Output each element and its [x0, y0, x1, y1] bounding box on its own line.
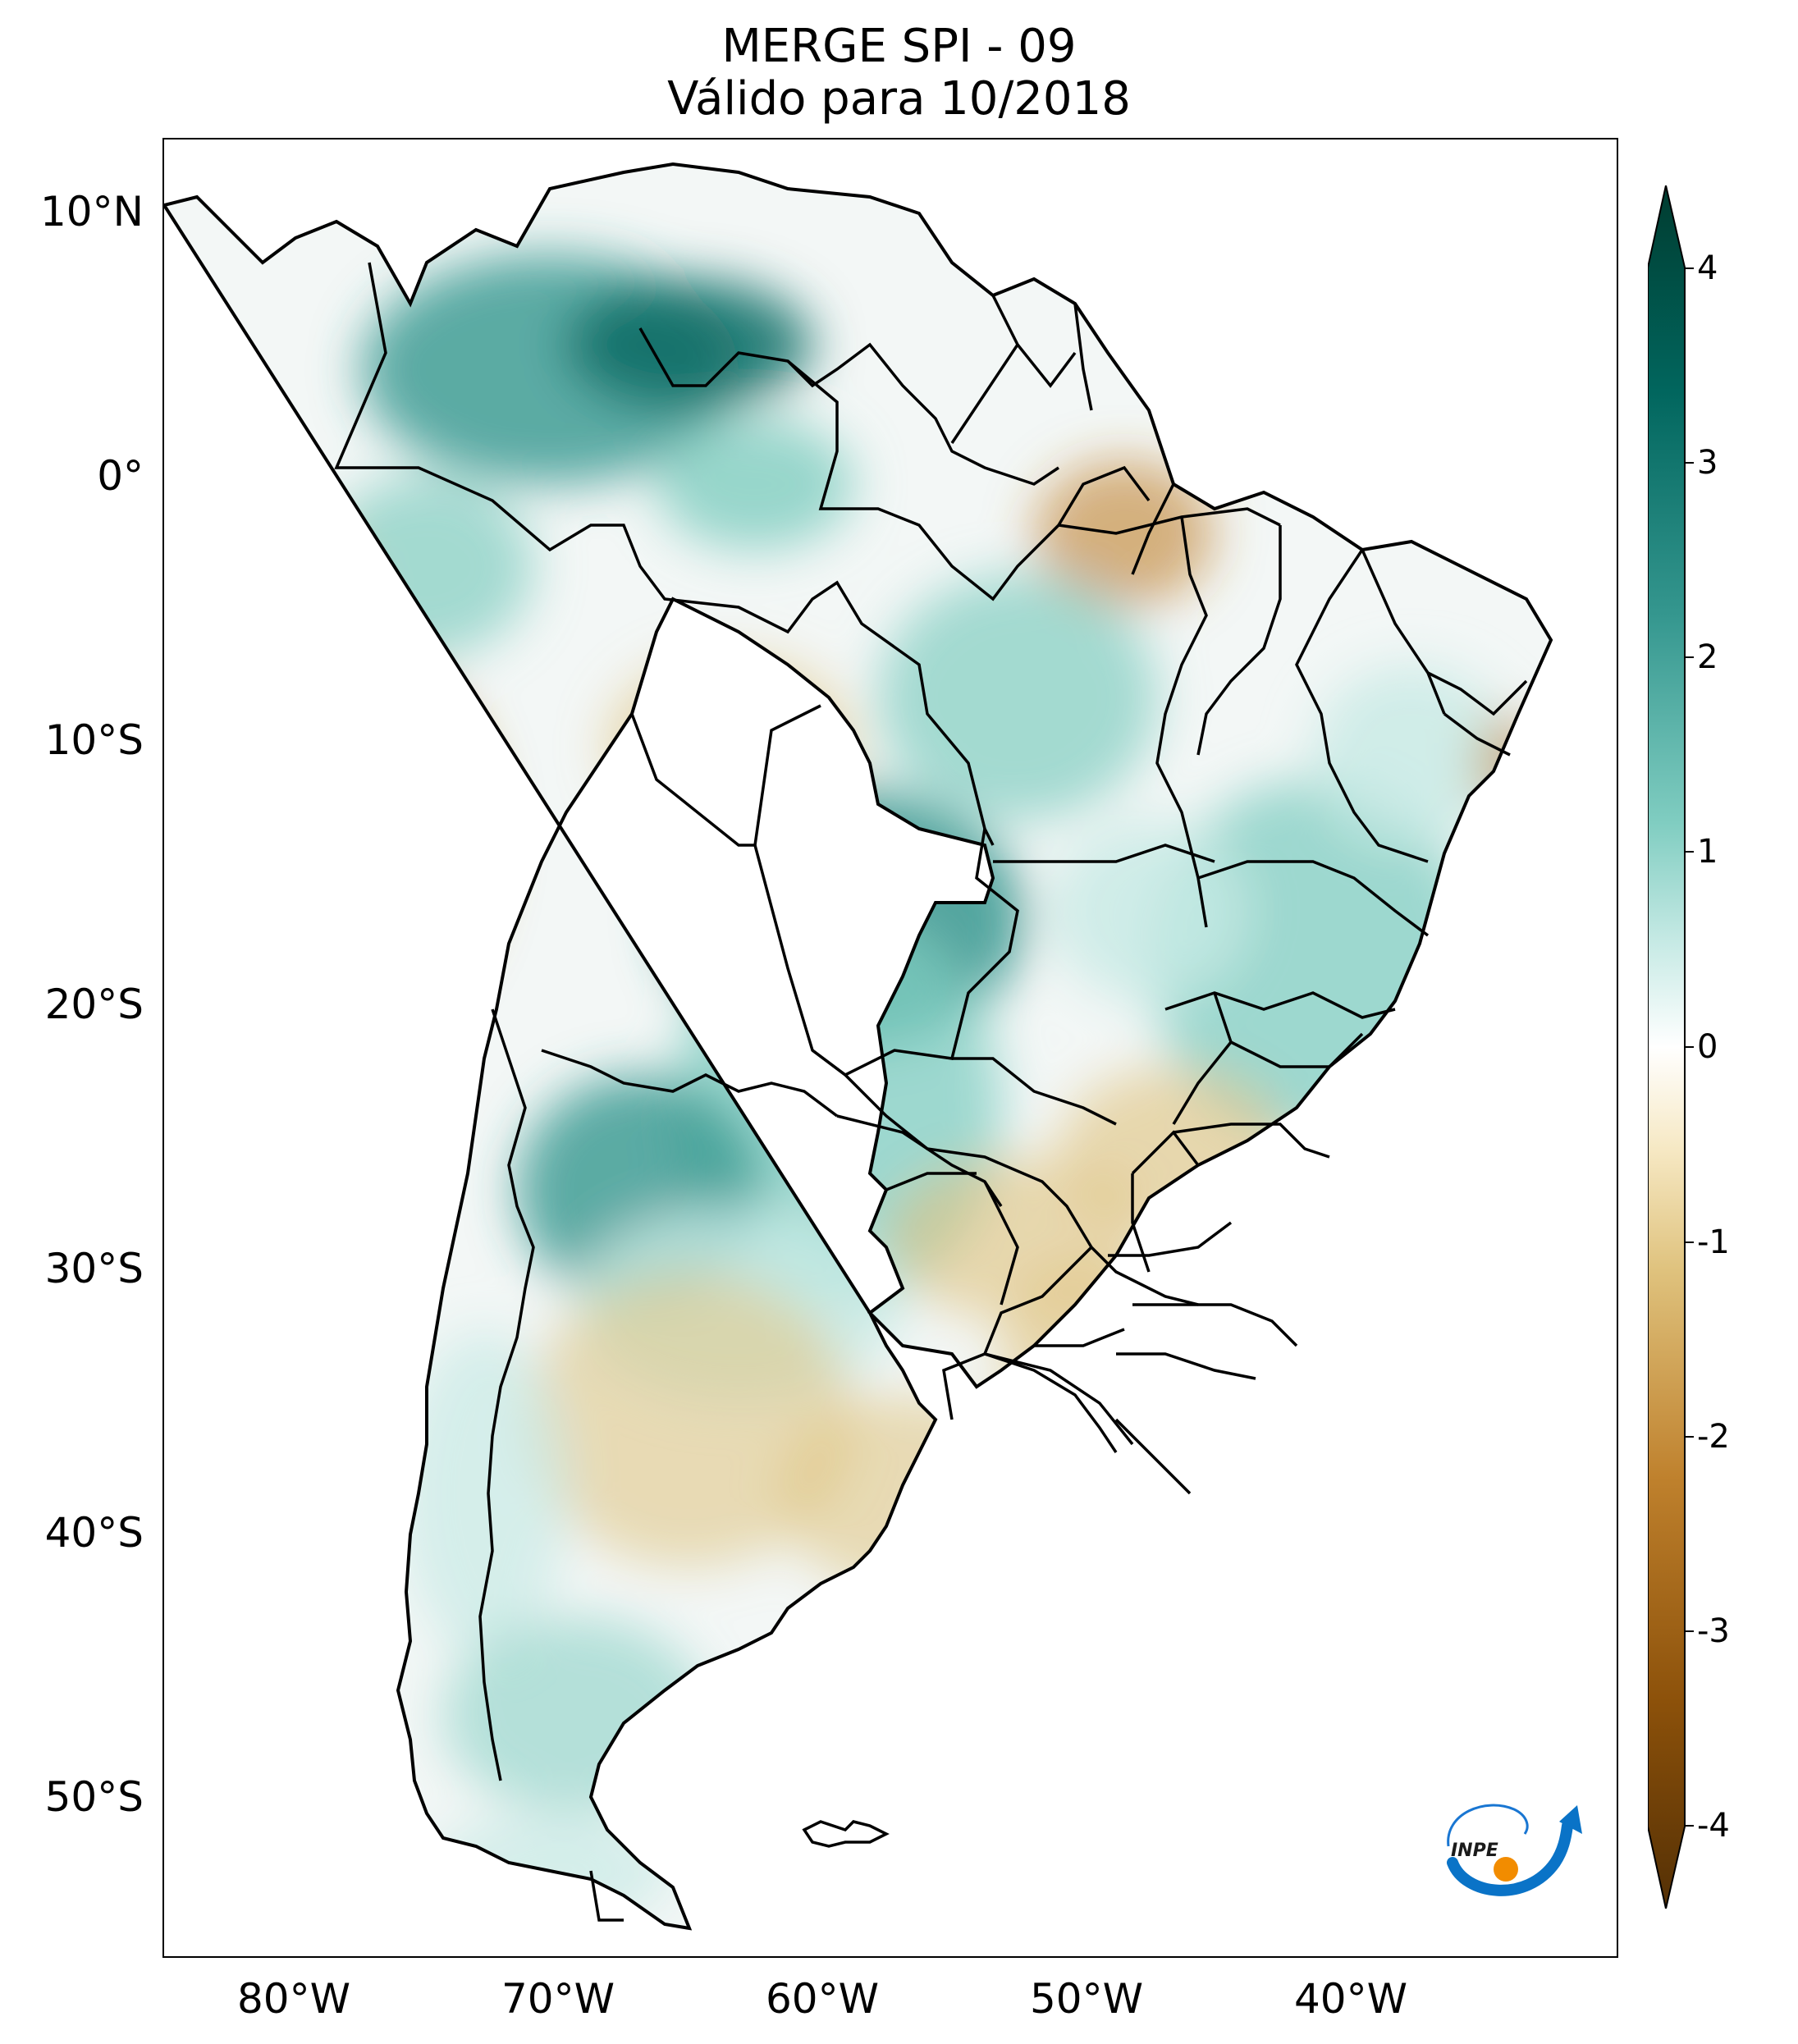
falkland-islands: [802, 1820, 890, 1848]
colorbar-tick-neg1: -1: [1697, 1223, 1730, 1261]
lat-label-0: 0°: [97, 452, 144, 500]
map-subtitle: Válido para 10/2018: [667, 72, 1131, 126]
lon-label-40w: 40°W: [1293, 1975, 1408, 2023]
colorbar-tick-4: 4: [1697, 249, 1718, 287]
map-canvas: [164, 162, 1553, 1930]
colorbar-tick-1: 1: [1697, 833, 1718, 871]
lat-label-20s: 20°S: [44, 981, 144, 1028]
colorbar-tick-0: 0: [1697, 1028, 1718, 1066]
lon-label-70w: 70°W: [501, 1975, 615, 2023]
map-area: [162, 138, 1618, 1958]
lat-label-10n: 10°N: [39, 188, 144, 235]
lat-label-50s: 50°S: [44, 1773, 144, 1821]
colorbar-tick-neg3: -3: [1697, 1612, 1730, 1650]
colorbar-tick-neg4: -4: [1697, 1807, 1730, 1845]
inpe-logo-text: INPE: [1451, 1841, 1498, 1861]
lon-label-60w: 60°W: [765, 1975, 880, 2023]
map-title: MERGE SPI - 09: [721, 20, 1077, 73]
colorbar-gradient: [1648, 185, 1686, 1909]
lat-label-30s: 30°S: [44, 1245, 144, 1292]
lat-label-10s: 10°S: [44, 716, 144, 764]
colorbar-tick-2: 2: [1697, 638, 1718, 676]
lon-label-50w: 50°W: [1029, 1975, 1144, 2023]
colorbar-tick-3: 3: [1697, 444, 1718, 482]
lon-label-80w: 80°W: [236, 1975, 351, 2023]
inpe-logo: INPE: [1447, 1804, 1582, 1896]
country-borders: [334, 261, 1528, 1922]
colorbar: [1648, 185, 1694, 1909]
lat-label-40s: 40°S: [44, 1509, 144, 1557]
colorbar-tick-neg2: -2: [1697, 1418, 1730, 1456]
